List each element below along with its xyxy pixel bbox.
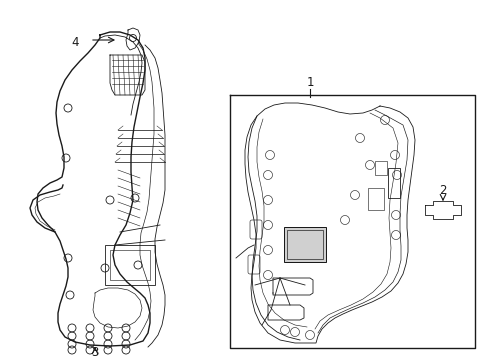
Text: 3: 3 bbox=[91, 346, 98, 360]
Text: 4: 4 bbox=[71, 36, 79, 49]
Bar bbox=[368, 188, 384, 210]
Text: 1: 1 bbox=[306, 76, 314, 89]
Bar bbox=[105, 245, 155, 285]
Bar bbox=[110, 250, 150, 280]
Bar bbox=[287, 230, 323, 259]
Bar bbox=[284, 227, 326, 262]
Text: 2: 2 bbox=[439, 184, 447, 197]
Bar bbox=[375, 161, 387, 175]
Bar bbox=[388, 168, 400, 198]
